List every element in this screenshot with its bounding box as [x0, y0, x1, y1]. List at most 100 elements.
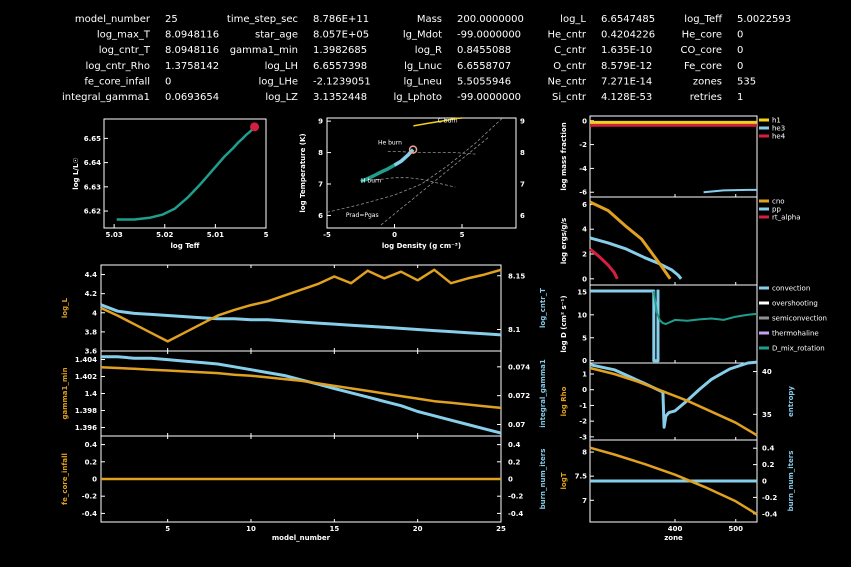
y-tick-label: 6 [318, 212, 323, 220]
right-tick-label: 0.2 [762, 461, 775, 469]
left-tick-label: 4.4 [85, 271, 98, 279]
legend-label: pp [772, 206, 781, 214]
degeneracy-line [380, 136, 490, 226]
left-tick-label: 1.404 [75, 356, 97, 364]
right-axis-label: integral_gamma1 [539, 359, 547, 428]
annotation: He burn [378, 140, 402, 147]
right-tick-label: 0.072 [508, 392, 530, 400]
current-model-marker [250, 122, 260, 132]
summary-value: -2.1239051 [313, 76, 371, 87]
summary-value: 0 [165, 76, 171, 87]
c-burn-line [413, 117, 463, 127]
trho-diagram: -5 0 5 6 6 7 7 8 8 9 9 log Density (g cm⁻³) log Temp… [299, 117, 525, 250]
left-tick-label: 4.2 [85, 290, 98, 298]
x-axis-label: zone [664, 534, 683, 542]
x-tick-label: 5.03 [105, 231, 122, 239]
y-tick-label: 0 [582, 357, 587, 365]
convection-line [590, 289, 660, 363]
summary-label: log_max_T [97, 30, 151, 41]
summary-value: 6.6547485 [601, 14, 655, 25]
h-burn-line [360, 177, 456, 188]
summary-value: 535 [737, 76, 756, 87]
y-axis-label: log L/L☉ [72, 157, 80, 189]
summary-label: log_LZ [265, 92, 298, 103]
summary-label: log_R [415, 45, 442, 56]
y-tick-label: -4 [579, 165, 587, 173]
right-series-line [100, 303, 502, 337]
left-tick-label: 1.402 [75, 373, 97, 381]
cno-line [589, 200, 672, 280]
y-tick-label-right: 8 [520, 149, 525, 157]
summary-label: gamma1_min [230, 45, 298, 56]
x-tick-label: 5 [165, 525, 170, 533]
rt-alpha-line [589, 247, 619, 280]
summary-label: He_core [682, 30, 722, 41]
left-tick-label: -0.2 [82, 493, 97, 501]
y-tick-label: 7 [318, 181, 323, 189]
x-tick-label: 5.02 [156, 231, 173, 239]
legend-label: thermohaline [772, 330, 819, 338]
y-tick-label: 5 [582, 334, 587, 342]
right-tick-label: 8.1 [508, 326, 521, 334]
left-axis-label: gamma1_min [61, 367, 69, 419]
right-tick-label: -0.2 [508, 493, 523, 501]
summary-value: 25 [165, 14, 178, 25]
right-axis-label: log_cntr_T [539, 288, 547, 328]
y-tick-label-right: 6 [520, 212, 525, 220]
left-series-line [100, 268, 502, 343]
right-axis-label: burn_num_iters [787, 451, 795, 512]
left-tick-label: 3.8 [85, 328, 98, 336]
summary-label: lg_Mdot [403, 30, 442, 41]
y-axis-label: log mass fraction [560, 122, 568, 190]
y-tick-label: 6.62 [84, 208, 101, 216]
x-tick-label: 25 [496, 525, 506, 533]
y-tick-label-right: 7 [520, 181, 525, 189]
summary-label: log_Teff [684, 14, 723, 25]
y-axis-label: log Rho [560, 386, 568, 416]
x-tick-label: 400 [668, 525, 683, 533]
right-tick-label: -0.2 [762, 494, 777, 502]
x-axis-label: log Teff [171, 242, 200, 250]
y-tick-label: 7 [582, 497, 587, 505]
logt-line [589, 446, 758, 516]
prad-line [326, 117, 503, 213]
y-tick-label: 1 [582, 371, 587, 379]
right-tick-label: 0.07 [508, 421, 525, 429]
y-tick-label: -1 [579, 402, 587, 410]
y-tick-label: 7.5 [575, 473, 588, 481]
x-tick-label: 15 [329, 525, 339, 533]
summary-value: 0.0693654 [165, 92, 219, 103]
text-summary-table: model_number 25 time_step_sec 8.786E+11 Mass… [62, 14, 791, 103]
summary-value: 7.271E-14 [601, 76, 652, 87]
y-tick-label: 9 [318, 118, 323, 126]
x-tick-label: 10 [246, 525, 256, 533]
summary-value: 8.0948116 [165, 30, 219, 41]
y-axis-label: logT [560, 472, 568, 489]
left-tick-label: -0.4 [82, 510, 97, 518]
left-tick-label: 0.2 [85, 458, 98, 466]
hr-diagram: 5.03 5.02 5.01 5 6.62 6.63 6.64 6.65 log Teff log… [72, 118, 269, 250]
annotation: C burn [438, 118, 458, 125]
summary-label: integral_gamma1 [62, 92, 150, 103]
x-tick-label: 5 [264, 231, 269, 239]
summary-label: Si_cntr [552, 92, 587, 103]
right-tick-label: 0.4 [762, 445, 775, 453]
summary-value: 200.0000000 [457, 14, 524, 25]
center-marker [408, 145, 418, 154]
summary-value: -99.0000000 [457, 30, 521, 41]
annotation: H burn [361, 177, 381, 184]
y-axis-label: log ergs/g/s [560, 218, 568, 264]
summary-value: 6.6558707 [457, 61, 511, 72]
y-tick-label: 15 [577, 288, 587, 296]
x-tick-label: 5 [460, 231, 465, 239]
summary-value: 8.057E+05 [313, 30, 369, 41]
plot-frame [326, 117, 517, 229]
right-axis-label: burn_num_iters [539, 449, 547, 510]
y-tick-label-right: 9 [520, 118, 525, 126]
right-tick-label: 0 [762, 478, 767, 486]
summary-value: 1.635E-10 [601, 45, 652, 56]
y-tick-label: -2 [579, 141, 587, 149]
y-tick-label: 2 [582, 251, 587, 259]
legend-label: D_mix_rotation [772, 345, 825, 353]
